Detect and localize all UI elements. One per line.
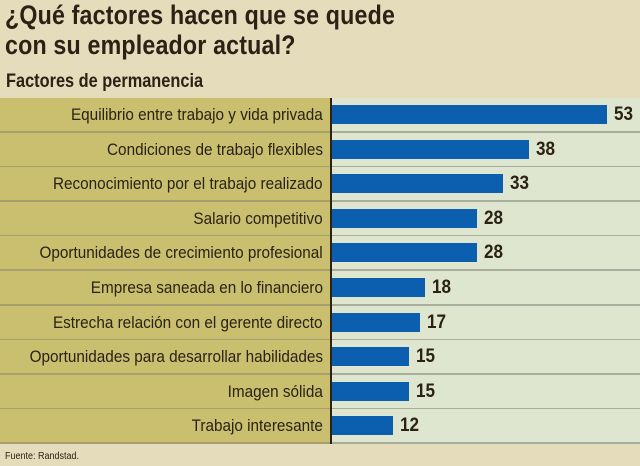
bar-row: Empresa saneada en lo financiero 18 xyxy=(0,271,640,306)
bar xyxy=(331,243,477,263)
bar-row: Estrecha relación con el gerente directo… xyxy=(0,305,640,341)
bar xyxy=(331,139,529,159)
value-label: 53 xyxy=(614,104,634,125)
bar-row: Oportunidades de crecimiento profesional… xyxy=(0,236,640,272)
category-label: Oportunidades para desarrollar habilidad… xyxy=(29,347,323,367)
value-label: 33 xyxy=(509,173,529,195)
category-label-cell: Oportunidades de crecimiento profesional xyxy=(0,236,330,272)
bar-chart: Equilibrio entre trabajo y vida privada 5… xyxy=(0,98,640,445)
value-label: 28 xyxy=(483,207,503,229)
bar-row: Oportunidades para desarrollar habilidad… xyxy=(0,340,640,376)
bar-row: Salario competitivo 28 xyxy=(0,201,640,237)
bar xyxy=(331,174,503,194)
bar xyxy=(331,416,394,436)
category-label-cell: Estrecha relación con el gerente directo xyxy=(0,305,330,341)
bar-row: Trabajo interesante 12 xyxy=(0,409,640,445)
category-label: Equilibrio entre trabajo y vida privada xyxy=(71,105,323,124)
category-label-cell: Equilibrio entre trabajo y vida privada xyxy=(0,98,330,133)
category-label-cell: Condiciones de trabajo flexibles xyxy=(0,132,330,168)
bar xyxy=(331,105,607,124)
chart-title: ¿Qué factores hacen que se quede con su e… xyxy=(5,0,396,60)
value-label: 12 xyxy=(400,415,420,437)
bar xyxy=(331,347,410,367)
category-label: Trabajo interesante xyxy=(191,416,323,436)
category-label: Oportunidades de crecimiento profesional xyxy=(39,243,323,263)
category-label-cell: Oportunidades para desarrollar habilidad… xyxy=(0,340,330,376)
category-label: Reconocimiento por el trabajo realizado xyxy=(53,174,323,194)
value-label: 28 xyxy=(483,242,503,264)
category-label-cell: Empresa saneada en lo financiero xyxy=(0,271,330,306)
category-label: Imagen sólida xyxy=(227,381,323,401)
value-label: 15 xyxy=(416,346,436,368)
bar-row: Reconocimiento por el trabajo realizado 3… xyxy=(0,167,640,203)
value-label: 15 xyxy=(416,380,436,402)
category-label-cell: Salario competitivo xyxy=(0,201,330,237)
source-note: Fuente: Randstad. xyxy=(5,451,80,462)
category-label: Condiciones de trabajo flexibles xyxy=(106,139,323,159)
bar-row: Imagen sólida 15 xyxy=(0,374,640,410)
plot-cell xyxy=(331,201,640,237)
category-label: Salario competitivo xyxy=(193,208,323,228)
bar xyxy=(331,208,477,228)
bar xyxy=(331,312,420,332)
bar xyxy=(331,278,425,297)
category-label-cell: Imagen sólida xyxy=(0,374,330,410)
chart-subtitle: Factores de permanencia xyxy=(6,71,204,92)
axis-line xyxy=(330,98,332,444)
bar-row: Condiciones de trabajo flexibles 38 xyxy=(0,132,640,168)
category-label: Empresa saneada en lo financiero xyxy=(90,278,323,297)
value-label: 17 xyxy=(426,311,446,333)
category-label-cell: Reconocimiento por el trabajo realizado xyxy=(0,167,330,203)
category-label-cell: Trabajo interesante xyxy=(0,409,330,445)
value-label: 38 xyxy=(535,138,555,160)
value-label: 18 xyxy=(431,277,451,298)
plot-cell xyxy=(331,271,640,306)
category-label: Estrecha relación con el gerente directo xyxy=(53,312,323,332)
bar xyxy=(331,381,410,401)
bar-row: Equilibrio entre trabajo y vida privada 5… xyxy=(0,98,640,133)
